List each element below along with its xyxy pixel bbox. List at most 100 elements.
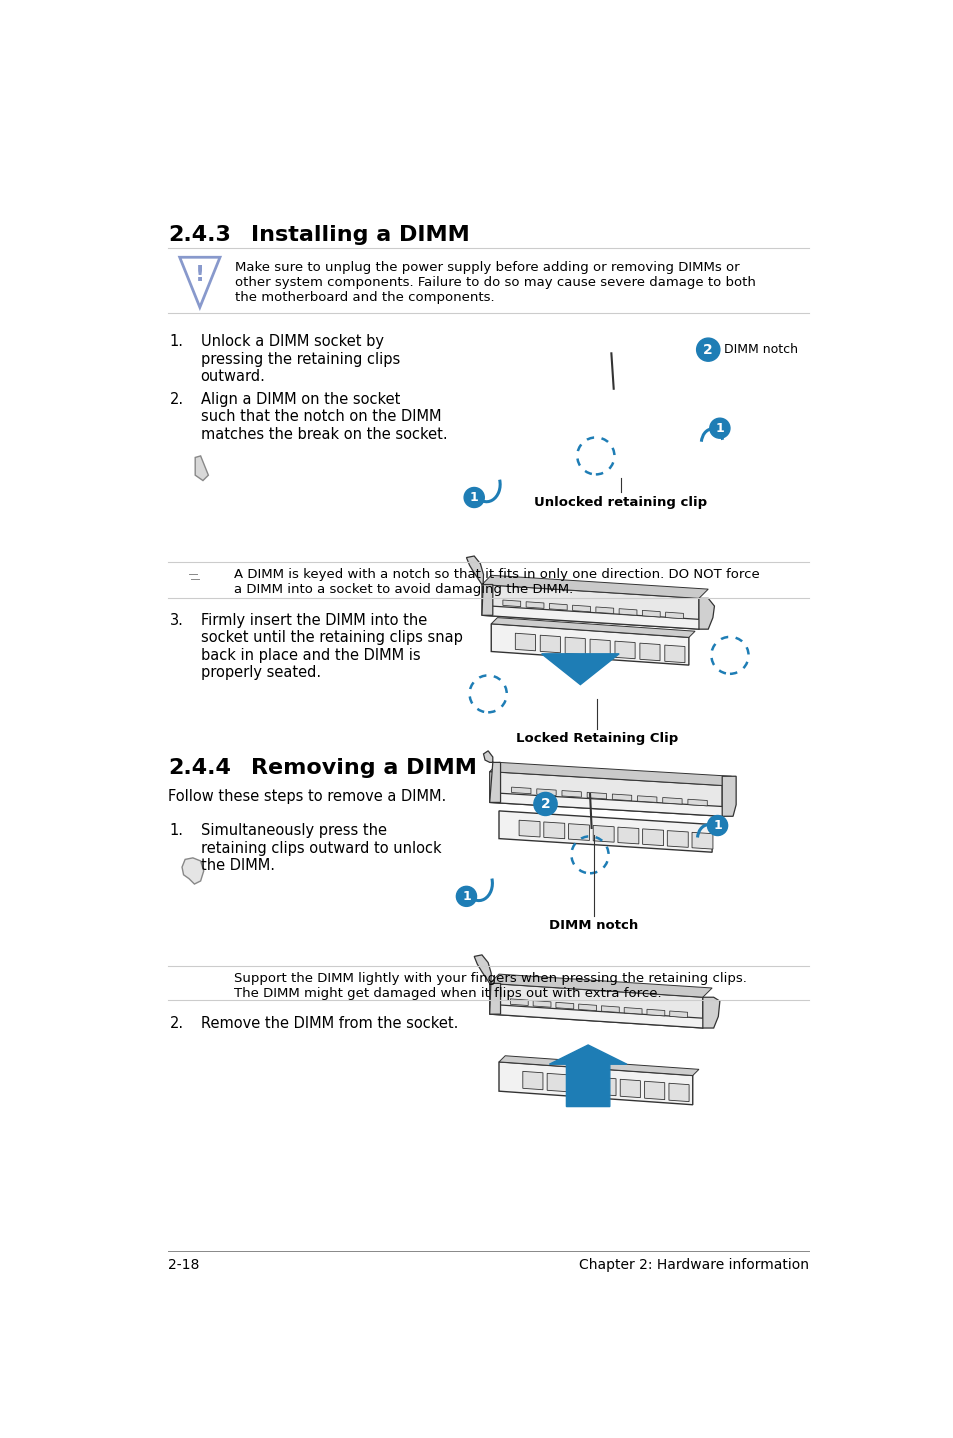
- Polygon shape: [596, 607, 613, 614]
- Polygon shape: [510, 999, 528, 1005]
- Polygon shape: [564, 637, 585, 654]
- Polygon shape: [615, 641, 635, 659]
- Polygon shape: [182, 858, 204, 884]
- Text: Make sure to unplug the power supply before adding or removing DIMMs or
other sy: Make sure to unplug the power supply bef…: [235, 262, 756, 303]
- Text: Follow these steps to remove a DIMM.: Follow these steps to remove a DIMM.: [168, 788, 446, 804]
- Polygon shape: [691, 833, 712, 848]
- Text: 1: 1: [469, 490, 478, 503]
- Polygon shape: [547, 1073, 567, 1091]
- Polygon shape: [489, 974, 711, 997]
- Polygon shape: [618, 827, 639, 844]
- Polygon shape: [556, 1002, 573, 1009]
- Polygon shape: [539, 636, 559, 653]
- Polygon shape: [533, 1001, 551, 1007]
- Polygon shape: [612, 794, 631, 801]
- Polygon shape: [637, 795, 657, 802]
- Polygon shape: [596, 1077, 616, 1096]
- Text: DIMM notch: DIMM notch: [723, 344, 797, 357]
- Polygon shape: [543, 823, 564, 838]
- Polygon shape: [489, 772, 721, 817]
- Circle shape: [534, 792, 557, 815]
- Text: Simultaneously press the
retaining clips outward to unlock
the DIMM.: Simultaneously press the retaining clips…: [200, 823, 441, 873]
- Text: 2.: 2.: [170, 1015, 184, 1031]
- Text: DIMM notch: DIMM notch: [548, 919, 638, 932]
- Polygon shape: [502, 600, 520, 607]
- Polygon shape: [522, 1071, 542, 1090]
- Text: 1: 1: [461, 890, 471, 903]
- Text: Remove the DIMM from the socket.: Remove the DIMM from the socket.: [200, 1015, 457, 1031]
- Polygon shape: [668, 1083, 688, 1102]
- Text: Removing a DIMM: Removing a DIMM: [251, 758, 476, 778]
- Circle shape: [709, 418, 729, 439]
- Polygon shape: [549, 1045, 626, 1107]
- Polygon shape: [646, 1009, 664, 1015]
- Polygon shape: [491, 617, 695, 637]
- Polygon shape: [489, 762, 731, 785]
- Polygon shape: [641, 610, 659, 617]
- Polygon shape: [541, 654, 618, 684]
- Polygon shape: [669, 1011, 687, 1018]
- Polygon shape: [665, 613, 682, 618]
- Text: 2.4.4: 2.4.4: [168, 758, 231, 778]
- Polygon shape: [489, 1005, 711, 1028]
- Polygon shape: [702, 997, 720, 1028]
- Polygon shape: [699, 598, 714, 630]
- Text: 2: 2: [702, 342, 713, 357]
- Polygon shape: [549, 604, 567, 610]
- Polygon shape: [498, 811, 711, 853]
- Polygon shape: [666, 831, 687, 847]
- Polygon shape: [593, 825, 614, 843]
- Polygon shape: [518, 820, 539, 837]
- Polygon shape: [662, 798, 681, 804]
- Polygon shape: [572, 605, 590, 611]
- Polygon shape: [623, 1008, 641, 1014]
- Polygon shape: [511, 787, 531, 794]
- Polygon shape: [568, 824, 589, 840]
- Text: 2.4.3: 2.4.3: [168, 224, 231, 244]
- Polygon shape: [644, 1081, 664, 1100]
- Polygon shape: [489, 984, 702, 1028]
- Polygon shape: [525, 601, 543, 608]
- Polygon shape: [618, 608, 637, 615]
- Polygon shape: [639, 643, 659, 660]
- Text: 1.: 1.: [170, 823, 183, 838]
- Polygon shape: [481, 605, 707, 630]
- Polygon shape: [498, 1061, 692, 1104]
- Text: 2.: 2.: [170, 393, 184, 407]
- Polygon shape: [721, 777, 736, 817]
- Text: 3.: 3.: [170, 613, 183, 628]
- Polygon shape: [474, 955, 500, 1014]
- Text: Support the DIMM lightly with your fingers when pressing the retaining clips.
Th: Support the DIMM lightly with your finge…: [233, 972, 746, 999]
- Text: A DIMM is keyed with a notch so that it fits in only one direction. DO NOT force: A DIMM is keyed with a notch so that it …: [233, 568, 759, 597]
- Polygon shape: [491, 624, 688, 666]
- Polygon shape: [515, 633, 535, 651]
- Polygon shape: [600, 1005, 618, 1012]
- Polygon shape: [642, 828, 663, 846]
- Text: 2: 2: [540, 797, 550, 811]
- Polygon shape: [489, 794, 731, 817]
- Polygon shape: [537, 789, 556, 795]
- Text: Unlocked retaining clip: Unlocked retaining clip: [534, 496, 707, 509]
- Text: 1: 1: [715, 421, 723, 434]
- Polygon shape: [498, 1055, 699, 1076]
- Polygon shape: [687, 800, 706, 805]
- Polygon shape: [586, 792, 606, 800]
- Text: !: !: [194, 265, 205, 285]
- Polygon shape: [466, 557, 493, 615]
- Text: Unlock a DIMM socket by
pressing the retaining clips
outward.: Unlock a DIMM socket by pressing the ret…: [200, 334, 399, 384]
- Text: Locked Retaining Clip: Locked Retaining Clip: [515, 732, 677, 745]
- Text: 2-18: 2-18: [168, 1258, 199, 1273]
- Circle shape: [707, 815, 727, 835]
- Circle shape: [456, 886, 476, 906]
- Polygon shape: [619, 1080, 639, 1097]
- Text: Align a DIMM on the socket
such that the notch on the DIMM
matches the break on : Align a DIMM on the socket such that the…: [200, 393, 447, 441]
- Circle shape: [464, 487, 484, 508]
- Text: Installing a DIMM: Installing a DIMM: [251, 224, 469, 244]
- Polygon shape: [664, 646, 684, 663]
- Text: 1: 1: [713, 820, 721, 833]
- Polygon shape: [571, 1076, 591, 1094]
- Polygon shape: [481, 575, 707, 598]
- Polygon shape: [578, 1004, 596, 1011]
- Text: Firmly insert the DIMM into the
socket until the retaining clips snap
back in pl: Firmly insert the DIMM into the socket u…: [200, 613, 462, 680]
- Polygon shape: [195, 456, 208, 480]
